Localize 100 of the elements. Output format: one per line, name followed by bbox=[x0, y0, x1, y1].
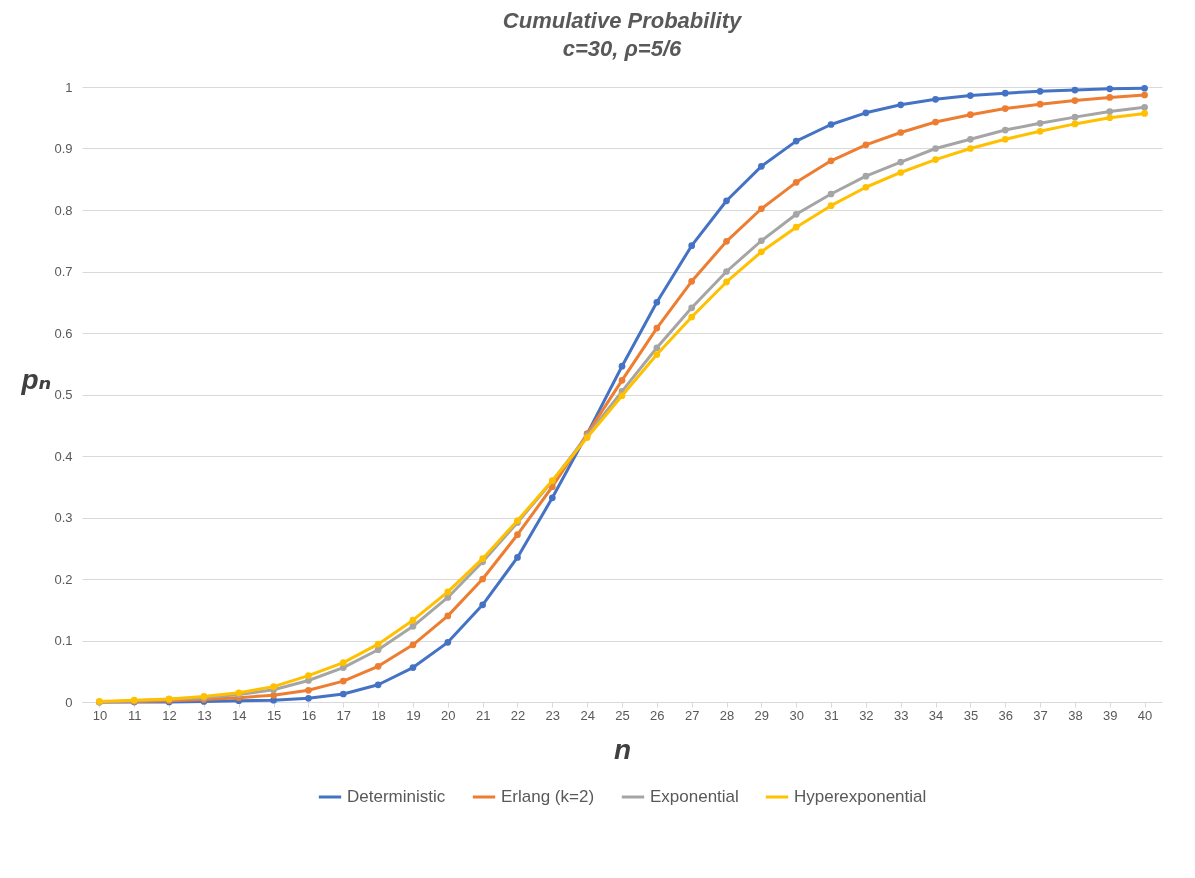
point bbox=[932, 145, 939, 152]
point bbox=[444, 588, 452, 596]
point bbox=[1001, 126, 1009, 134]
legend-label: Deterministic bbox=[347, 787, 446, 806]
point bbox=[827, 121, 835, 128]
x-tick-label: 17 bbox=[336, 707, 352, 723]
y-tick-label: 0.7 bbox=[54, 264, 73, 279]
point bbox=[339, 690, 347, 698]
point bbox=[792, 223, 800, 231]
point bbox=[618, 377, 626, 384]
y-tick-label: 0.9 bbox=[54, 141, 73, 156]
point bbox=[897, 129, 905, 136]
point bbox=[653, 298, 661, 306]
y-tick-label: 0.6 bbox=[54, 325, 73, 341]
x-tick-label: 21 bbox=[475, 707, 491, 723]
y-tick-label: 0 bbox=[65, 694, 73, 710]
point bbox=[688, 277, 696, 285]
y-tick-label: 0.1 bbox=[54, 633, 73, 648]
legend-label: Exponential bbox=[650, 787, 739, 806]
point bbox=[688, 242, 696, 250]
x-tick-label: 25 bbox=[615, 707, 630, 723]
point bbox=[1001, 135, 1009, 143]
point bbox=[305, 672, 312, 679]
x-tick-label: 10 bbox=[92, 707, 108, 723]
x-tick-label: 14 bbox=[232, 707, 247, 723]
point bbox=[688, 313, 696, 321]
x-tick-label: 22 bbox=[510, 707, 526, 723]
x-tick-label: 32 bbox=[859, 707, 874, 723]
point bbox=[1106, 114, 1114, 122]
x-tick-label: 23 bbox=[545, 707, 561, 723]
point bbox=[1141, 110, 1148, 117]
x-tick-label: 34 bbox=[928, 707, 944, 723]
point bbox=[270, 683, 277, 690]
point bbox=[1141, 103, 1148, 111]
point bbox=[409, 616, 417, 624]
x-tick-label: 11 bbox=[128, 707, 142, 723]
point bbox=[932, 118, 939, 126]
point bbox=[305, 686, 312, 694]
point bbox=[1071, 120, 1079, 128]
point bbox=[758, 205, 765, 213]
point bbox=[1036, 100, 1044, 108]
y-axis-title: pₙ bbox=[20, 364, 52, 395]
point bbox=[1071, 113, 1079, 121]
point bbox=[1036, 127, 1044, 135]
point bbox=[723, 197, 730, 205]
point bbox=[270, 691, 277, 699]
point bbox=[1036, 87, 1044, 95]
point bbox=[479, 575, 486, 583]
x-tick-label: 35 bbox=[963, 707, 979, 723]
point bbox=[862, 183, 870, 191]
point bbox=[723, 238, 730, 245]
point bbox=[897, 158, 905, 166]
x-tick-label: 33 bbox=[893, 707, 909, 723]
x-tick-label: 37 bbox=[1033, 707, 1048, 723]
x-tick-label: 16 bbox=[301, 707, 317, 723]
point bbox=[409, 623, 417, 630]
point bbox=[1071, 86, 1079, 94]
x-tick-label: 28 bbox=[719, 707, 735, 723]
x-tick-label: 13 bbox=[197, 707, 212, 723]
point bbox=[374, 681, 382, 689]
x-tick-label: 38 bbox=[1068, 707, 1083, 723]
point bbox=[618, 362, 626, 370]
point bbox=[653, 344, 661, 352]
point bbox=[827, 157, 835, 165]
x-tick-label: 15 bbox=[266, 707, 282, 723]
point bbox=[792, 178, 800, 186]
x-tick-label: 19 bbox=[406, 707, 421, 723]
x-tick-label: 39 bbox=[1103, 707, 1118, 723]
y-tick-label: 0.4 bbox=[54, 448, 73, 464]
y-tick-label: 1 bbox=[65, 79, 73, 95]
point bbox=[374, 662, 382, 670]
x-tick-label: 12 bbox=[162, 707, 177, 723]
point bbox=[932, 156, 939, 163]
point bbox=[653, 351, 661, 358]
point bbox=[1141, 84, 1148, 92]
x-tick-label: 26 bbox=[650, 707, 665, 723]
x-axis-title: n bbox=[613, 733, 632, 765]
point bbox=[618, 392, 626, 400]
point bbox=[932, 95, 939, 103]
y-tick-label: 0.2 bbox=[54, 571, 73, 587]
point bbox=[862, 109, 870, 117]
point bbox=[339, 677, 347, 685]
point bbox=[827, 202, 835, 210]
point bbox=[723, 268, 730, 275]
point bbox=[792, 137, 800, 145]
point bbox=[897, 169, 905, 176]
point bbox=[1001, 105, 1009, 112]
point bbox=[514, 554, 521, 561]
point bbox=[967, 145, 974, 152]
point bbox=[1141, 91, 1148, 99]
x-tick-label: 30 bbox=[789, 707, 804, 723]
x-tick-label: 40 bbox=[1137, 707, 1153, 723]
point bbox=[967, 111, 974, 119]
x-tick-label: 27 bbox=[684, 707, 700, 723]
point bbox=[1001, 89, 1009, 97]
point bbox=[827, 190, 835, 198]
x-tick-label: 18 bbox=[371, 707, 386, 723]
point bbox=[1071, 97, 1079, 104]
point bbox=[548, 494, 556, 502]
point bbox=[723, 278, 730, 286]
